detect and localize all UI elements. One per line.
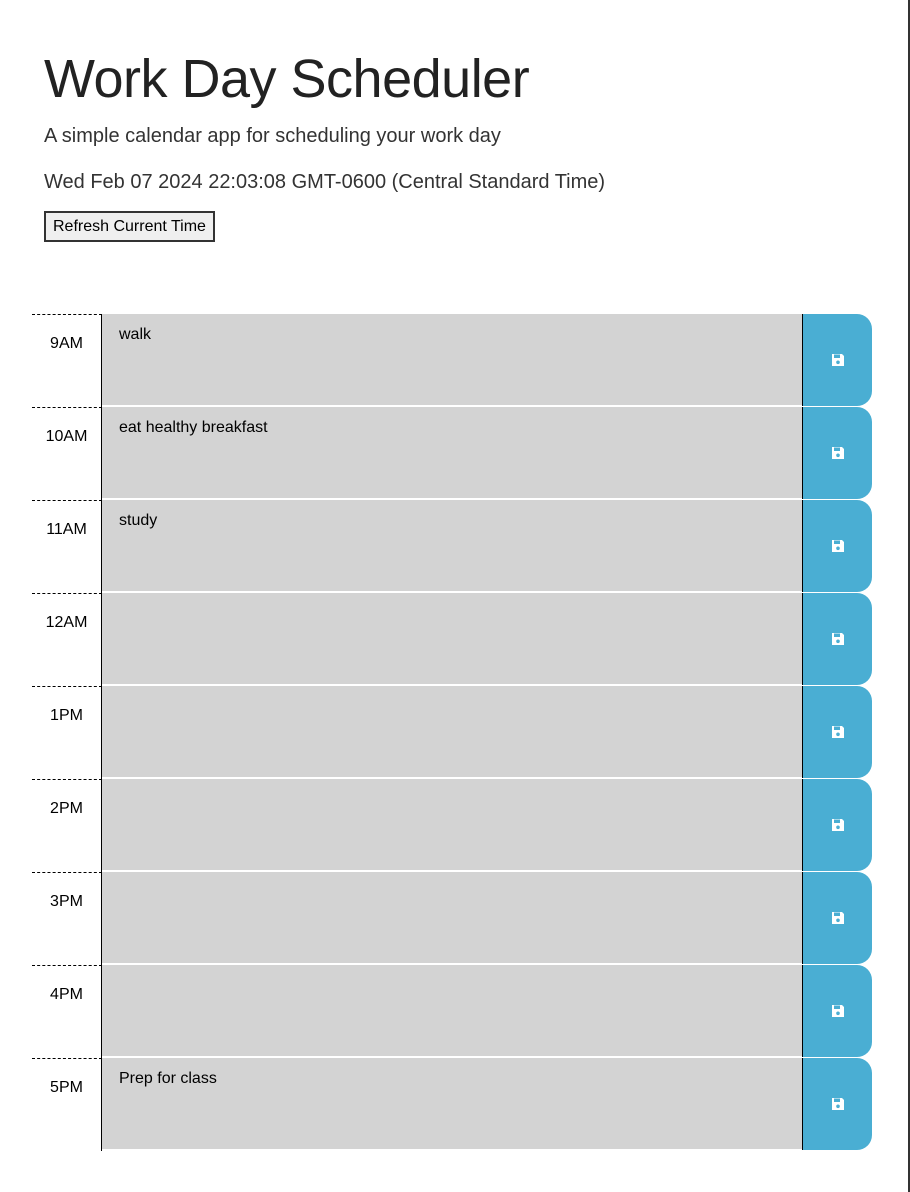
- save-icon: [831, 1005, 844, 1017]
- save-icon: [831, 447, 844, 459]
- save-button[interactable]: [802, 593, 872, 685]
- event-description-input[interactable]: [102, 965, 802, 1058]
- save-button[interactable]: [802, 965, 872, 1057]
- save-icon: [831, 819, 844, 831]
- save-icon: [831, 633, 844, 645]
- time-block-row: 9AM walk: [32, 314, 872, 407]
- time-block-row: 5PM Prep for class: [32, 1058, 872, 1151]
- save-icon: [831, 1098, 844, 1110]
- hour-label: 4PM: [32, 965, 102, 1058]
- save-button[interactable]: [802, 686, 872, 778]
- hour-label: 10AM: [32, 407, 102, 500]
- save-button[interactable]: [802, 407, 872, 499]
- event-description-input[interactable]: Prep for class: [102, 1058, 802, 1151]
- schedule-list: 9AM walk 10AM eat healthy breakfast 11AM…: [32, 314, 872, 1151]
- save-icon: [831, 726, 844, 738]
- hour-label: 11AM: [32, 500, 102, 593]
- time-block-row: 1PM: [32, 686, 872, 779]
- page-title: Work Day Scheduler: [44, 49, 530, 109]
- hour-label: 3PM: [32, 872, 102, 965]
- time-block-row: 11AM study: [32, 500, 872, 593]
- save-icon: [831, 540, 844, 552]
- hour-label: 5PM: [32, 1058, 102, 1151]
- hour-label: 1PM: [32, 686, 102, 779]
- time-block-row: 10AM eat healthy breakfast: [32, 407, 872, 500]
- time-block-row: 12AM: [32, 593, 872, 686]
- event-description-input[interactable]: study: [102, 500, 802, 593]
- save-button[interactable]: [802, 500, 872, 592]
- hour-label: 12AM: [32, 593, 102, 686]
- refresh-time-button[interactable]: Refresh Current Time: [44, 211, 215, 242]
- save-button[interactable]: [802, 314, 872, 406]
- event-description-input[interactable]: walk: [102, 314, 802, 407]
- event-description-input[interactable]: [102, 686, 802, 779]
- event-description-input[interactable]: [102, 872, 802, 965]
- time-block-row: 4PM: [32, 965, 872, 1058]
- time-block-row: 3PM: [32, 872, 872, 965]
- hour-label: 9AM: [32, 314, 102, 407]
- page-subtitle: A simple calendar app for scheduling you…: [44, 125, 501, 147]
- save-button[interactable]: [802, 1058, 872, 1150]
- save-button[interactable]: [802, 779, 872, 871]
- save-icon: [831, 912, 844, 924]
- save-icon: [831, 354, 844, 366]
- event-description-input[interactable]: eat healthy breakfast: [102, 407, 802, 500]
- save-button[interactable]: [802, 872, 872, 964]
- hour-label: 2PM: [32, 779, 102, 872]
- current-date: Wed Feb 07 2024 22:03:08 GMT-0600 (Centr…: [44, 171, 606, 193]
- time-block-row: 2PM: [32, 779, 872, 872]
- event-description-input[interactable]: [102, 779, 802, 872]
- event-description-input[interactable]: [102, 593, 802, 686]
